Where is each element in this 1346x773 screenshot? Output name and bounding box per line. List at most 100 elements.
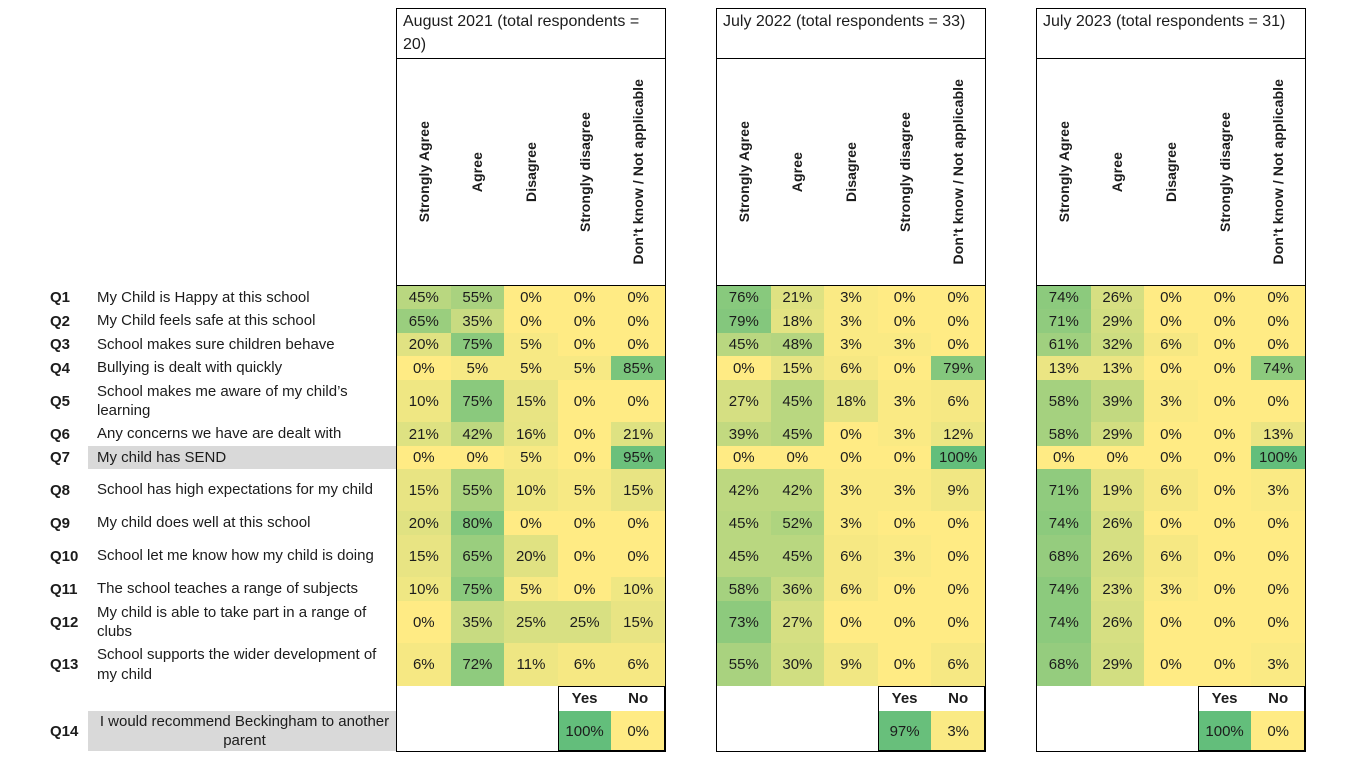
empty-cell <box>771 686 825 711</box>
heatmap-cell-q5-don-t-know-not-applicable: 0% <box>1251 380 1305 422</box>
heatmap-cell-q8-strongly-agree: 15% <box>397 469 451 511</box>
table-row-q10: 15% 65% 20% 0% 0% <box>397 535 665 577</box>
question-text: Bullying is dealt with quickly <box>97 359 283 377</box>
empty-cell <box>1037 711 1091 751</box>
heatmap-cell-q10-disagree: 6% <box>824 535 878 577</box>
question-text: My child has SEND <box>88 446 396 469</box>
table-row-q2: 79% 18% 3% 0% 0% <box>717 309 985 333</box>
heatmap-cell-q6-strongly-agree: 21% <box>397 422 451 446</box>
heatmap-cell-q3-don-t-know-not-applicable: 0% <box>931 333 985 356</box>
heatmap-cell-q12-strongly-disagree: 0% <box>877 601 932 643</box>
question-id: Q7 <box>50 449 71 466</box>
table-row-q1: 45% 55% 0% 0% 0% <box>397 286 665 309</box>
column-header-strongly-disagree: Strongly disagree <box>1198 59 1252 285</box>
heatmap-cell-q8-don-t-know-not-applicable: 3% <box>1251 469 1305 511</box>
heatmap-cell-q11-agree: 75% <box>450 577 505 601</box>
column-header-disagree: Disagree <box>1144 59 1198 285</box>
column-header-label: Disagree <box>842 142 859 202</box>
heatmap-cell-q1-don-t-know-not-applicable: 0% <box>1251 286 1305 309</box>
column-header-label: Strongly Agree <box>415 121 432 223</box>
heatmap-cell-q11-strongly-agree: 58% <box>717 577 771 601</box>
heatmap-cell-q1-don-t-know-not-applicable: 0% <box>611 286 665 309</box>
empty-cell <box>451 711 505 751</box>
column-header-label: Strongly disagree <box>1216 112 1233 232</box>
heatmap-cell-q12-strongly-disagree: 0% <box>1197 601 1252 643</box>
heatmap-cell-q11-agree: 23% <box>1090 577 1145 601</box>
heatmap-cell-q2-strongly-disagree: 0% <box>877 309 932 333</box>
heatmap-cell-q4-strongly-disagree: 0% <box>1197 356 1252 380</box>
heatmap-cell-q6-strongly-agree: 58% <box>1037 422 1091 446</box>
table-row-q6: 58% 29% 0% 0% 13% <box>1037 422 1305 446</box>
heatmap-cell-q5-don-t-know-not-applicable: 0% <box>611 380 665 422</box>
heatmap-cell-q8-strongly-disagree: 3% <box>877 469 932 511</box>
heatmap-cell-q6-agree: 42% <box>450 422 505 446</box>
table-row-q13: 68% 29% 0% 0% 3% <box>1037 643 1305 686</box>
heatmap-cell-q10-don-t-know-not-applicable: 0% <box>1251 535 1305 577</box>
empty-cell <box>397 711 451 751</box>
empty-cell <box>1144 711 1198 751</box>
question-row-q7: Q7 My child has SEND <box>0 446 396 469</box>
heatmap-cell-q4-agree: 5% <box>450 356 505 380</box>
column-header-label: Don’t know / Not applicable <box>630 79 647 265</box>
column-header-label: Agree <box>469 151 486 193</box>
heatmap-cell-q4-agree: 15% <box>770 356 825 380</box>
heatmap-cell-q10-strongly-agree: 68% <box>1037 535 1091 577</box>
table-row-q3: 20% 75% 5% 0% 0% <box>397 333 665 356</box>
heatmap-cell-q11-strongly-disagree: 0% <box>1197 577 1252 601</box>
heatmap-cell-q5-strongly-disagree: 0% <box>1197 380 1252 422</box>
column-header-agree: Agree <box>451 59 505 285</box>
question-id: Q11 <box>50 580 78 598</box>
table-row-q6: 39% 45% 0% 3% 12% <box>717 422 985 446</box>
heatmap-cell-q1-agree: 55% <box>450 286 505 309</box>
question-id: Q8 <box>50 481 71 499</box>
heatmap-cell-q1-don-t-know-not-applicable: 0% <box>931 286 985 309</box>
heatmap-cell-q11-disagree: 5% <box>504 577 558 601</box>
heatmap-cell-q11-strongly-disagree: 0% <box>877 577 932 601</box>
heatmap-cell-q2-agree: 35% <box>450 309 505 333</box>
heatmap-cell-q5-disagree: 3% <box>1144 380 1198 422</box>
heatmap-cell-q14-no: 0% <box>1251 711 1305 751</box>
heatmap-cell-q7-strongly-agree: 0% <box>717 446 771 469</box>
heatmap-cell-q8-strongly-agree: 71% <box>1037 469 1091 511</box>
question-row-q3: Q3 School makes sure children behave <box>0 333 396 356</box>
heatmap-cell-q4-don-t-know-not-applicable: 74% <box>1251 356 1305 380</box>
column-header-label: Agree <box>1109 151 1126 193</box>
column-headers: Strongly Agree Agree Disagree Strongly disa… <box>397 59 665 286</box>
question-id: Q3 <box>50 336 71 353</box>
question-text: The school teaches a range of subjects <box>97 580 358 598</box>
column-header-don-t-know-not-applicable: Don’t know / Not applicable <box>1251 59 1305 285</box>
question-row-q1: Q1 My Child is Happy at this school <box>0 286 396 309</box>
heatmap-cell-q1-strongly-agree: 76% <box>717 286 771 309</box>
column-header-label: Don’t know / Not applicable <box>950 79 967 265</box>
question-id: Q1 <box>50 289 71 306</box>
heatmap-cell-q2-strongly-agree: 65% <box>397 309 451 333</box>
question-id: Q2 <box>50 312 71 330</box>
table-row-q8: 15% 55% 10% 5% 15% <box>397 469 665 511</box>
heatmap-cell-q4-don-t-know-not-applicable: 85% <box>611 356 665 380</box>
heatmap-cell-q10-strongly-disagree: 0% <box>1197 535 1252 577</box>
question-text: School supports the wider development of… <box>97 646 377 683</box>
table-row-q2: 65% 35% 0% 0% 0% <box>397 309 665 333</box>
table-row-q9: 45% 52% 3% 0% 0% <box>717 511 985 535</box>
heatmap-cell-q8-agree: 55% <box>450 469 505 511</box>
question-id: Q9 <box>50 514 71 532</box>
table-row-q14: 100% 0% <box>1037 711 1305 751</box>
heatmap-cell-q6-disagree: 0% <box>1144 422 1198 446</box>
heatmap-cell-q8-strongly-agree: 42% <box>717 469 771 511</box>
empty-cell <box>771 711 825 751</box>
heatmap-cell-q8-don-t-know-not-applicable: 15% <box>611 469 665 511</box>
column-header-don-t-know-not-applicable: Don’t know / Not applicable <box>931 59 985 285</box>
heatmap-cell-q3-strongly-disagree: 0% <box>1197 333 1252 356</box>
question-id: Q13 <box>50 656 79 673</box>
heatmap-cell-q5-don-t-know-not-applicable: 6% <box>931 380 985 422</box>
column-header-agree: Agree <box>771 59 825 285</box>
heatmap-cell-q5-strongly-disagree: 3% <box>877 380 932 422</box>
heatmap-cell-q9-don-t-know-not-applicable: 0% <box>931 511 985 535</box>
heatmap-cell-q11-don-t-know-not-applicable: 0% <box>931 577 985 601</box>
heatmap-cell-q3-strongly-agree: 20% <box>397 333 451 356</box>
column-header-strongly-agree: Strongly Agree <box>397 59 451 285</box>
table-row-q9: 74% 26% 0% 0% 0% <box>1037 511 1305 535</box>
column-header-label: Strongly Agree <box>1055 121 1072 223</box>
heatmap-cell-q5-disagree: 18% <box>824 380 878 422</box>
